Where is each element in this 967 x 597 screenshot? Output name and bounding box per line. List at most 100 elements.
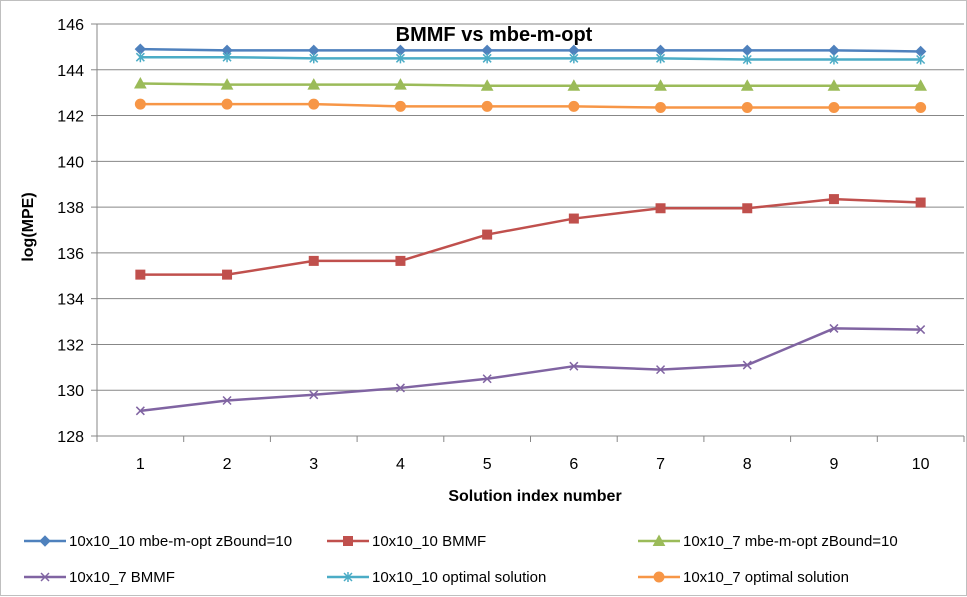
data-point [742,203,753,214]
x-tick-label: 9 [829,456,838,473]
data-point [220,78,234,90]
y-tick-label: 136 [57,246,84,263]
legend-label: 10x10_10 mbe-m-opt zBound=10 [69,533,292,550]
series-line [140,102,921,109]
data-point [482,229,493,240]
data-point [914,79,927,91]
data-point [134,76,147,89]
legend-item: 10x10_10 mbe-m-opt zBound=10 [24,533,292,550]
x-axis-title: Solution index number [448,488,621,505]
data-point [135,406,145,416]
data-point [394,78,407,90]
series-6 [134,98,927,114]
data-point [569,53,579,64]
data-point [480,79,494,91]
data-point [827,79,841,91]
x-tick-label: 10 [912,456,930,473]
data-point [655,203,666,214]
legend-marker [653,571,665,583]
x-tick-label: 3 [309,456,318,473]
data-point [829,323,839,333]
data-point [307,78,321,90]
data-point [655,102,667,114]
data-point [482,374,492,384]
legend-item: 10x10_7 mbe-m-opt zBound=10 [638,533,898,550]
series-line [140,55,921,61]
y-tick-label: 146 [57,17,84,34]
y-tick-label: 132 [57,337,84,354]
legend-label: 10x10_7 mbe-m-opt zBound=10 [683,533,898,550]
legend-label: 10x10_7 BMMF [69,569,175,586]
series-4 [135,323,926,416]
data-point [395,383,405,393]
x-tick-label: 6 [569,456,578,473]
axes: 128 130 132 134 136 138 140 142 144 146 1 2 3 4 5 6 7 8 9 1… [57,17,965,473]
series-1 [134,43,927,58]
series-line [140,197,921,276]
data-point [481,100,493,112]
gridlines [97,23,964,391]
y-tick-label: 130 [57,383,84,400]
data-point [828,102,840,114]
legend-label: 10x10_10 optimal solution [372,569,546,586]
series [134,43,927,416]
data-point [916,54,926,65]
series-line [140,47,921,53]
legend-label: 10x10_7 optimal solution [683,569,849,586]
series-line [140,327,921,413]
y-tick-label: 144 [57,63,84,80]
y-tick-label: 134 [57,292,84,309]
data-point [222,269,233,280]
series-5 [135,52,926,65]
y-tick-label: 142 [57,109,84,126]
series-3 [134,76,927,91]
data-point [740,79,754,91]
x-tick-label: 1 [136,456,145,473]
data-point [654,79,667,91]
data-point [742,360,752,370]
data-point [915,197,926,208]
data-point [395,255,406,266]
legend-item: 10x10_10 optimal solution [327,569,546,586]
data-point [656,365,666,375]
y-tick-label: 128 [57,429,84,446]
data-point [309,390,319,400]
data-point [134,98,146,110]
data-point [568,100,580,112]
legend-marker [39,535,51,547]
data-point [135,269,146,280]
legend-marker [343,536,353,546]
data-point [829,54,839,65]
data-point [742,54,752,65]
data-point [741,44,753,57]
data-point [656,53,666,64]
legend-marker [343,572,353,582]
data-point [308,98,320,110]
data-point [222,52,232,63]
y-tick-label: 140 [57,154,84,171]
y-axis-title: log(MPE) [20,192,37,261]
legend-item: 10x10_7 BMMF [24,569,175,586]
data-point [741,102,753,114]
data-point [395,53,405,64]
data-point [915,102,927,114]
x-tick-label: 5 [483,456,492,473]
legend-item: 10x10_7 optimal solution [638,569,849,586]
data-point [916,325,926,335]
data-point [221,98,233,110]
legend: 10x10_10 mbe-m-opt zBound=10 10x10_10 BMM… [24,533,898,586]
x-tick-label: 8 [743,456,752,473]
data-point [569,361,579,371]
x-tick-label: 4 [396,456,405,473]
chart-title: BMMF vs mbe-m-opt [396,24,593,46]
y-tick-label: 138 [57,200,84,217]
series-2 [135,194,926,280]
data-point [135,52,145,63]
data-point [222,395,232,406]
data-point [482,53,492,64]
legend-marker [40,572,50,582]
x-tick-label: 2 [223,456,232,473]
data-point [828,194,839,205]
